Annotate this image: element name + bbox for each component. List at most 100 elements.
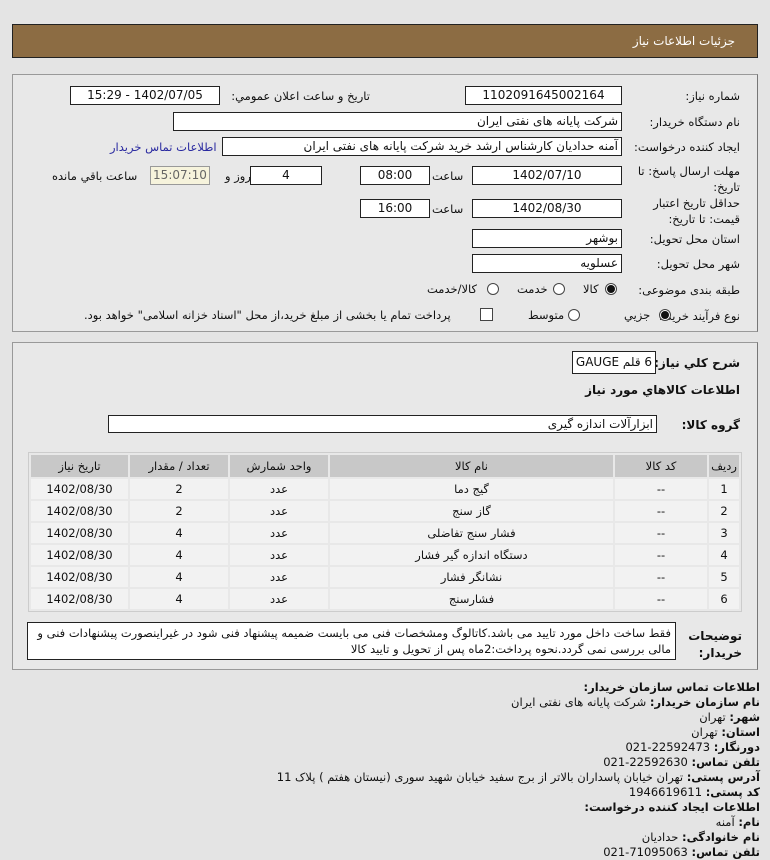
process-radio-medium[interactable] [568,309,580,321]
cell-quantity: 2 [130,479,228,499]
cell-item-name: فشارسنج [330,589,613,609]
cell-need-date: 1402/08/30 [31,545,128,565]
cell-item-code: -- [615,501,707,521]
name-value: آمنه [715,815,735,829]
page-header: جزئيات اطلاعات نياز [12,24,758,58]
announce-label: تاريخ و ساعت اعلان عمومي: [231,89,370,103]
category-radio-both[interactable] [487,283,499,295]
process-label: نوع فرآيند خريد : [658,309,740,323]
cell-quantity: 2 [130,501,228,521]
deadline-time-field[interactable]: 08:00 [360,166,430,185]
org-label: نام سازمان خريدار: [649,695,760,709]
family-label: نام خانوادگى: [682,830,760,844]
phone-label: تلفن تماس: [691,755,760,769]
days-field[interactable]: 4 [250,166,322,185]
creator-title: اطلاعات ايجاد کننده درخواست: [584,800,760,814]
group-label: گروه کالا: [681,418,740,432]
cell-quantity: 4 [130,523,228,543]
org-value: شرکت پايانه هاى نفتى ايران [511,695,647,709]
payment-checkbox[interactable] [480,308,493,321]
cell-quantity: 4 [130,567,228,587]
validity-label: حداقل تاريخ اعتبار قيمت: تا تاريخ: [653,196,740,226]
deadline-date-field[interactable]: 1402/07/10 [472,166,622,185]
table-row: 5 -- نشانگر فشار عدد 4 1402/08/30 [31,567,739,587]
cell-quantity: 4 [130,545,228,565]
summary-field[interactable]: 6 قلم GAUGE [572,351,656,374]
cell-unit: عدد [230,501,328,521]
postal-value: 1946619611 [628,785,703,799]
process-option-medium: متوسط [528,308,565,322]
group-field[interactable]: ابزارآلات اندازه گيرى [108,415,657,433]
table-row: 4 -- دستگاه اندازه گير فشار عدد 4 1402/08/30 [31,545,739,565]
col-code: کد کالا [615,455,707,477]
city-label: شهر: [729,710,760,724]
buyer-contact-link[interactable]: اطلاعات تماس خريدار [110,140,217,154]
cell-row-number: 1 [709,479,739,499]
cell-unit: عدد [230,545,328,565]
category-option-goods: کالا [583,282,599,296]
creator-phone-value: 71095063-021 [603,845,688,859]
validity-time-field[interactable]: 16:00 [360,199,430,218]
category-option-service: خدمت [517,282,548,296]
postal-label: کد پستى: [705,785,760,799]
validity-date-field[interactable]: 1402/08/30 [472,199,622,218]
city-field[interactable]: عسلويه [472,254,622,273]
province-field[interactable]: بوشهر [472,229,622,248]
cell-need-date: 1402/08/30 [31,567,128,587]
creator-field[interactable]: آمنه حداديان کارشناس ارشد خريد شرکت پايا… [222,137,622,156]
goods-title: اطلاعات کالاهاي مورد نياز [585,383,740,397]
need-number-field[interactable]: 1102091645002164 [465,86,622,105]
deadline-time-label: ساعت [432,169,464,183]
payment-note: پرداخت تمام يا بخشى از مبلغ خريد،از محل … [84,308,451,322]
creator-phone-label: تلفن تماس: [691,845,760,859]
notes-field: فقط ساخت داخل مورد تاييد مى باشد.کاتالوگ… [27,622,676,660]
address-label: آدرس پستى: [686,770,760,784]
cell-item-name: نشانگر فشار [330,567,613,587]
cell-row-number: 3 [709,523,739,543]
remaining-time-field: 15:07:10 [150,166,210,185]
table-row: 2 -- گاز سنج عدد 2 1402/08/30 [31,501,739,521]
announce-field[interactable]: 1402/07/05 - 15:29 [70,86,220,105]
cell-unit: عدد [230,589,328,609]
cell-item-name: گاز سنج [330,501,613,521]
cell-row-number: 6 [709,589,739,609]
province-label: استان: [721,725,760,739]
cell-unit: عدد [230,523,328,543]
cell-item-name: فشار سنج تفاضلى [330,523,613,543]
creator-label: ايجاد کننده درخواست: [634,140,740,154]
cell-item-code: -- [615,589,707,609]
col-row: رديف [709,455,739,477]
col-qty: تعداد / مقدار [130,455,228,477]
col-unit: واحد شمارش [230,455,328,477]
province-value: تهران [691,725,718,739]
name-label: نام: [738,815,760,829]
fax-label: دورنگار: [713,740,760,754]
table-row: 3 -- فشار سنج تفاضلى عدد 4 1402/08/30 [31,523,739,543]
col-date: تاريخ نياز [31,455,128,477]
process-radio-minor[interactable] [659,309,671,321]
col-name: نام کالا [330,455,613,477]
process-option-minor: جزيي [624,308,651,322]
city-label: شهر محل تحويل: [656,257,740,271]
cell-row-number: 2 [709,501,739,521]
cell-item-code: -- [615,567,707,587]
cell-quantity: 4 [130,589,228,609]
cell-item-code: -- [615,479,707,499]
days-label: روز و [225,169,251,183]
table-header-row: رديف کد کالا نام کالا واحد شمارش تعداد /… [31,455,739,477]
cell-item-code: -- [615,523,707,543]
cell-item-code: -- [615,545,707,565]
buyer-field[interactable]: شرکت پايانه هاى نفتى ايران [173,112,622,131]
fax-value: 22592473-021 [625,740,711,754]
need-number-label: شماره نياز: [685,89,740,103]
category-radio-service[interactable] [553,283,565,295]
cell-need-date: 1402/08/30 [31,523,128,543]
table-row: 6 -- فشارسنج عدد 4 1402/08/30 [31,589,739,609]
family-value: حداديان [641,830,679,844]
buyer-label: نام دستگاه خريدار: [649,115,740,129]
category-radio-goods[interactable] [605,283,617,295]
cell-need-date: 1402/08/30 [31,501,128,521]
category-label: طبقه بندى موضوعى: [638,283,740,297]
cell-unit: عدد [230,567,328,587]
cell-item-name: گيج دما [330,479,613,499]
